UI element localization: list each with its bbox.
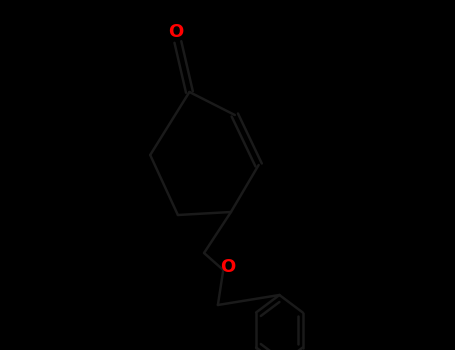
Text: O: O: [220, 258, 235, 276]
Text: O: O: [168, 23, 184, 41]
